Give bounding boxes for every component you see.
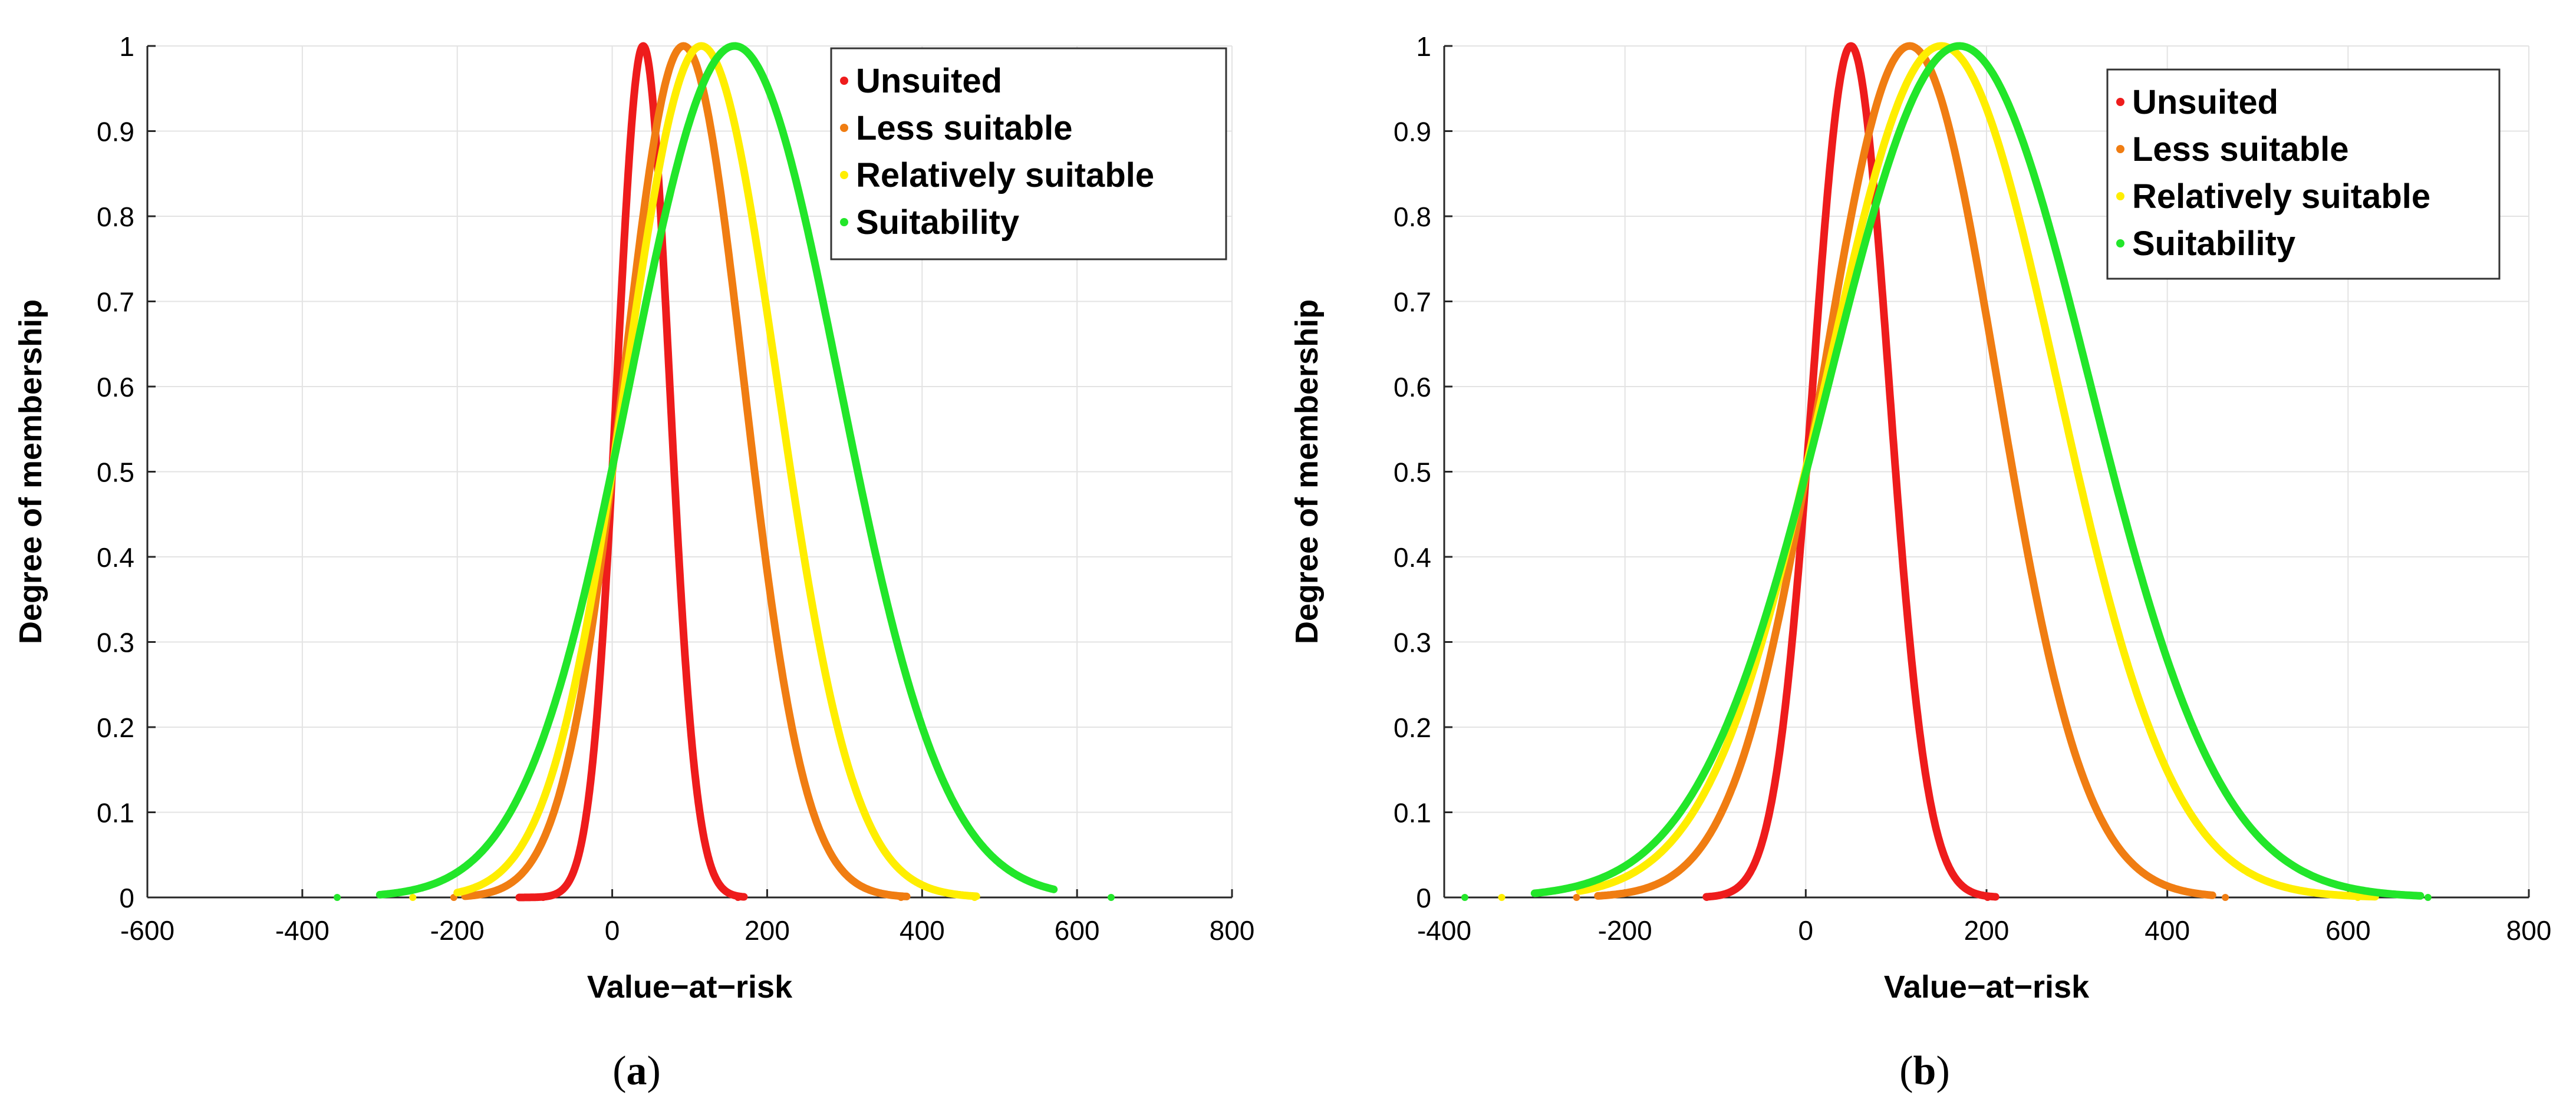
legend-label: Less suitable (2132, 130, 2348, 169)
x-tick-label: 800 (2506, 915, 2552, 946)
y-tick-label: 0.1 (1394, 798, 1431, 828)
series-line-less-suitable (1594, 42, 2216, 900)
legend-label: Unsuited (856, 62, 1002, 100)
x-tick-label: -600 (120, 915, 174, 946)
legend-label: Suitability (2132, 225, 2295, 263)
x-tick-label: 0 (1798, 915, 1814, 946)
series-tail-point (1461, 894, 1468, 901)
legend-marker (2116, 239, 2124, 247)
legend-label: Relatively suitable (856, 156, 1154, 194)
y-tick-label: 0.3 (97, 628, 134, 658)
series-tail-point (897, 894, 905, 901)
series-line-unsuited (515, 42, 748, 902)
y-tick-label: 0.9 (1394, 117, 1431, 147)
y-tick-label: 0.4 (1394, 542, 1431, 573)
x-axis-label: Value−at−risk (1884, 969, 2090, 1005)
y-tick-label: 0.6 (97, 372, 134, 402)
y-tick-label: 1 (1416, 31, 1431, 62)
panel-letter: a (627, 1048, 647, 1094)
legend-marker (840, 171, 848, 179)
x-tick-label: -200 (1598, 915, 1652, 946)
legend-marker (2116, 98, 2124, 106)
series-tail-point (1703, 894, 1711, 901)
x-tick-label: 200 (745, 915, 790, 946)
y-tick-label: 0 (1416, 883, 1431, 913)
panel-caption: (b) (1899, 1048, 1950, 1094)
x-tick-label: -400 (275, 915, 330, 946)
series-tail-point (971, 894, 979, 901)
y-tick-label: 0.4 (97, 542, 134, 573)
legend-label: Less suitable (856, 109, 1072, 147)
series-tail-point (539, 894, 547, 901)
legend-box (2106, 68, 2501, 280)
series-tail-point (1107, 894, 1115, 901)
y-tick-label: 0.7 (97, 287, 134, 318)
x-tick-label: 600 (1055, 915, 1100, 946)
y-tick-label: 0.2 (97, 712, 134, 743)
y-tick-label: 0 (119, 883, 134, 913)
x-tick-label: 200 (1964, 915, 2010, 946)
x-tick-label: 400 (2145, 915, 2190, 946)
x-tick-label: -400 (1417, 915, 1471, 946)
legend-label: Relatively suitable (2132, 177, 2430, 216)
series-tail-point (1984, 894, 1991, 901)
series-tail-point (734, 894, 742, 901)
series-line-less-suitable (461, 42, 911, 900)
y-tick-label: 0.2 (1394, 712, 1431, 743)
chart-panel-b: -400 -200 0 200 400 600 800 0 0.1 0.2 0.3 0.4 0.5 0.6… (1289, 31, 2551, 1094)
y-tick-label: 0.5 (97, 457, 134, 488)
legend-marker (840, 124, 848, 132)
x-tick-label: 0 (605, 915, 620, 946)
panel-letter: b (1913, 1048, 1936, 1094)
series-line-suitability (375, 42, 1058, 899)
series-tail-point (1498, 894, 1506, 901)
series-line-relatively-suitable (1576, 42, 2379, 901)
series-tail-point (2424, 894, 2432, 901)
legend-label: Unsuited (2132, 83, 2278, 121)
y-tick-label: 0.1 (97, 798, 134, 828)
legend-marker (840, 77, 848, 85)
legend-label: Suitability (856, 203, 1019, 242)
y-axis-label: Degree of membership (1289, 299, 1325, 644)
chart-panel-a: -600 -400 -200 0 200 400 600 800 0 0.1 0.2 0.3 0.4 0.… (13, 31, 1254, 1094)
series-line-unsuited (1702, 42, 1999, 901)
series-tail-point (334, 894, 341, 901)
y-axis-label: Degree of membership (13, 299, 48, 644)
x-tick-label: -200 (430, 915, 485, 946)
y-tick-label: 0.8 (97, 202, 134, 232)
legend-marker (2116, 145, 2124, 153)
y-tick-label: 0.3 (1394, 628, 1431, 658)
series-tail-point (2354, 894, 2361, 901)
x-tick-label: 600 (2325, 915, 2371, 946)
y-tick-label: 0.5 (1394, 457, 1431, 488)
legend-marker (2116, 192, 2124, 200)
series-line-suitability (1530, 42, 2425, 900)
x-tick-label: 400 (900, 915, 945, 946)
legend: Unsuited Less suitable Relatively suitable… (2106, 68, 2501, 280)
series-tail-point (409, 894, 417, 901)
y-tick-label: 0.9 (97, 117, 134, 147)
y-tick-label: 0.7 (1394, 287, 1431, 318)
y-tick-label: 0.8 (1394, 202, 1431, 232)
panel-caption: (a) (612, 1048, 661, 1094)
x-tick-label: 800 (1210, 915, 1255, 946)
legend: Unsuited Less suitable Relatively suitable… (830, 47, 1227, 260)
series-tail-point (2222, 894, 2229, 901)
x-axis-label: Value−at−risk (587, 969, 793, 1005)
legend-box (830, 47, 1227, 260)
y-tick-label: 0.6 (1394, 372, 1431, 402)
y-tick-label: 1 (119, 31, 134, 62)
legend-marker (840, 218, 848, 226)
series-tail-point (1573, 894, 1580, 901)
